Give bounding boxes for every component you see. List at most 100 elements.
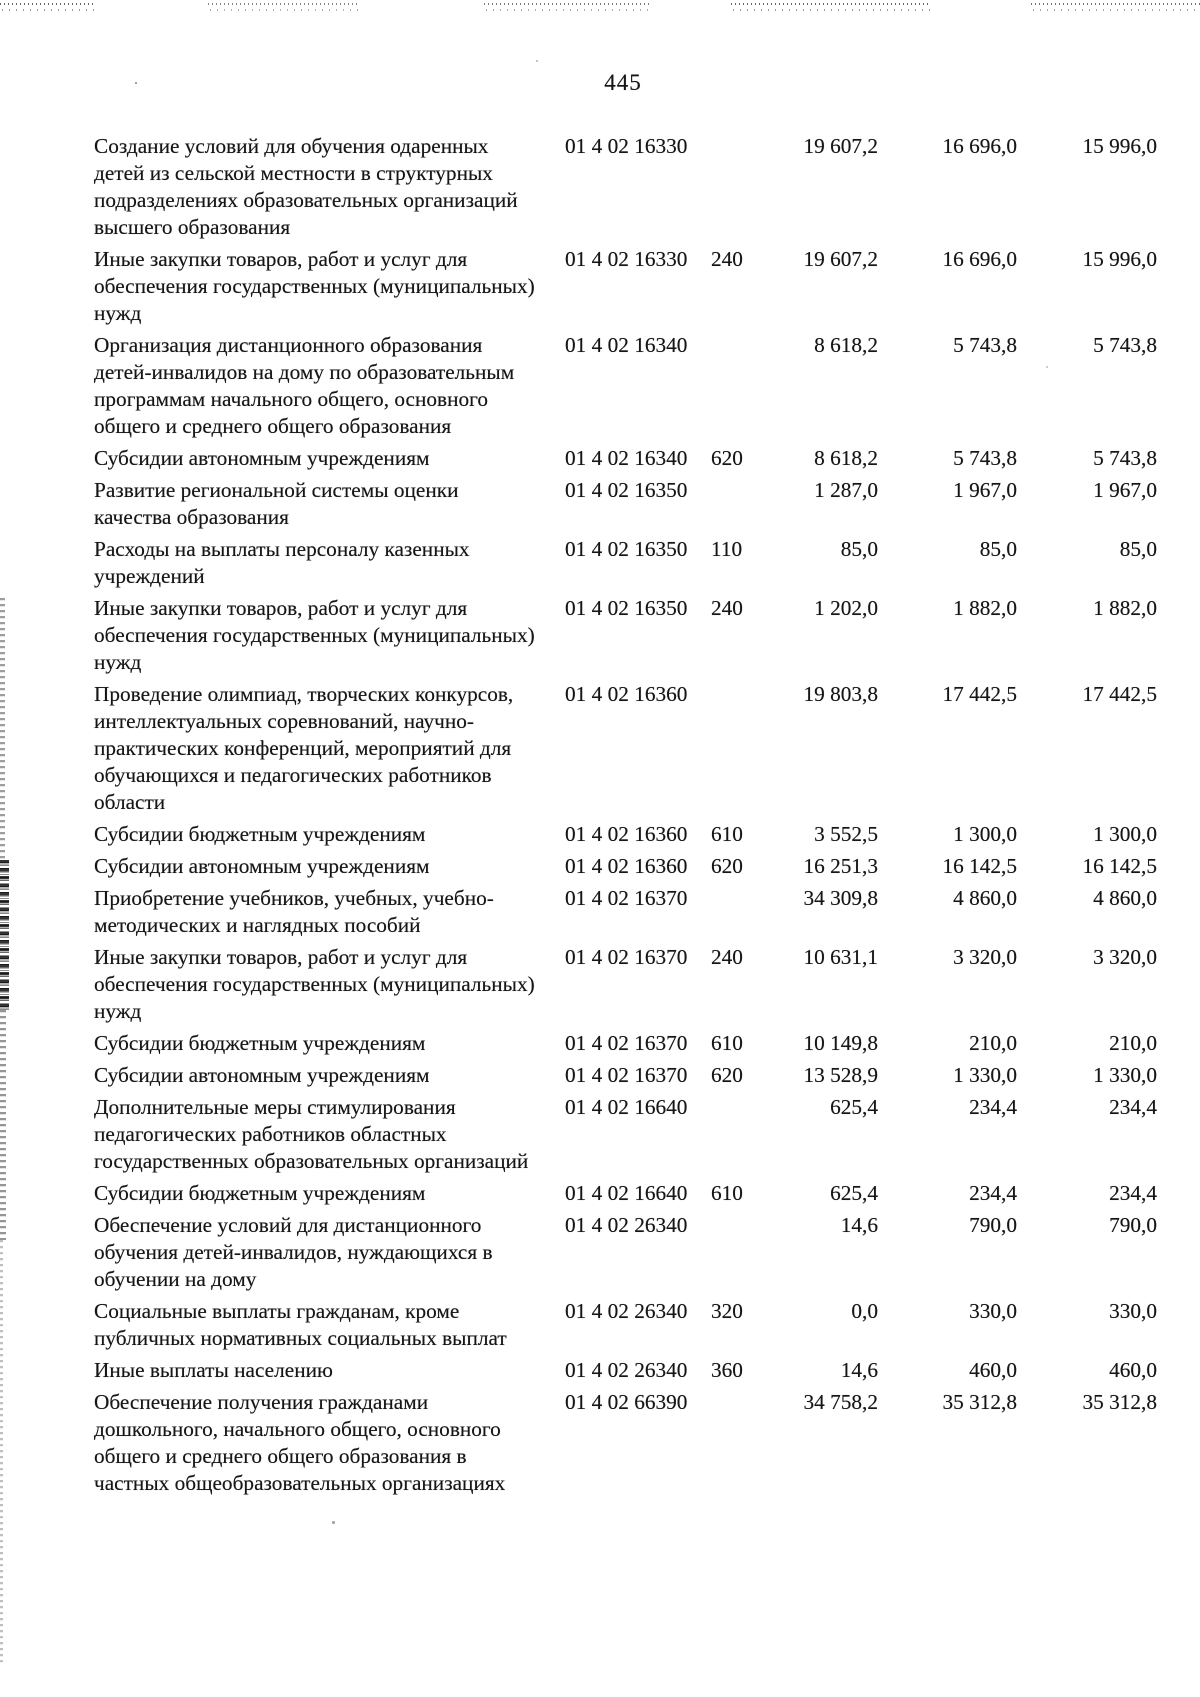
row-code: 01 4 02 16340 [565,333,688,357]
table-row: Иные закупки товаров, работ и услуг для … [94,595,1157,676]
row-code: 01 4 02 16350 [565,596,688,620]
row-amount-2: 460,0 [969,1358,1017,1382]
row-name: Иные закупки товаров, работ и услуг для … [94,945,535,1023]
row-amount-2: 790,0 [969,1213,1017,1237]
row-expense-type: 320 [711,1299,743,1323]
row-amount-1: 34 309,8 [803,886,878,910]
row-name: Субсидии автономным учреждениям [94,854,430,878]
row-amount-3: 17 442,5 [1082,682,1157,706]
row-amount-3: 790,0 [1109,1213,1157,1237]
row-amount-3: 1 882,0 [1093,596,1157,620]
table-row: Субсидии бюджетным учреждениям 01 4 02 16… [94,1030,1157,1057]
row-expense-type: 620 [711,446,743,470]
row-amount-3: 1 967,0 [1093,478,1157,502]
row-amount-3: 4 860,0 [1093,886,1157,910]
row-amount-1: 1 287,0 [814,478,878,502]
row-amount-2: 234,4 [969,1095,1017,1119]
row-name: Дополнительные меры стимулирования педаг… [94,1095,529,1173]
row-code: 01 4 02 26340 [565,1213,688,1237]
row-code: 01 4 02 16330 [565,134,688,158]
row-code: 01 4 02 16330 [565,247,688,271]
row-amount-3: 234,4 [1109,1181,1157,1205]
table-row: Обеспечение получения гражданами дошколь… [94,1389,1157,1497]
row-amount-1: 13 528,9 [803,1063,878,1087]
row-amount-2: 35 312,8 [942,1390,1017,1414]
row-code: 01 4 02 26340 [565,1358,688,1382]
table-row: Обеспечение условий для дистанционного о… [94,1212,1157,1293]
row-expense-type: 620 [711,854,743,878]
row-amount-1: 8 618,2 [814,446,878,470]
row-expense-type: 240 [711,945,743,969]
row-code: 01 4 02 16350 [565,537,688,561]
budget-table: Создание условий для обучения одаренных … [94,133,1157,1497]
scan-noise-top [1031,2,1200,15]
row-amount-1: 85,0 [840,537,878,561]
row-code: 01 4 02 16370 [565,945,688,969]
table-row: Создание условий для обучения одаренных … [94,133,1157,241]
row-name: Субсидии бюджетным учреждениям [94,822,426,846]
scan-noise-left-edge [0,1010,6,1240]
scan-noise-top [484,2,649,15]
row-amount-2: 1 882,0 [953,596,1017,620]
row-amount-3: 234,4 [1109,1095,1157,1119]
row-amount-3: 5 743,8 [1093,333,1157,357]
row-expense-type: 620 [711,1063,743,1087]
scan-noise-left-edge [0,598,5,860]
row-amount-1: 10 149,8 [803,1031,878,1055]
row-amount-3: 1 330,0 [1093,1063,1157,1087]
scan-noise-top [208,2,358,15]
row-name: Проведение олимпиад, творческих конкурсо… [94,682,514,814]
row-expense-type: 240 [711,247,743,271]
row-amount-2: 1 300,0 [953,822,1017,846]
row-code: 01 4 02 16360 [565,682,688,706]
table-row: Развитие региональной системы оценки кач… [94,477,1157,531]
table-row: Субсидии бюджетным учреждениям 01 4 02 16… [94,1180,1157,1207]
row-code: 01 4 02 16640 [565,1181,688,1205]
table-row: Расходы на выплаты персоналу казенных уч… [94,536,1157,590]
table-row: Субсидии бюджетным учреждениям 01 4 02 16… [94,821,1157,848]
table-row: Иные закупки товаров, работ и услуг для … [94,944,1157,1025]
row-name: Иные закупки товаров, работ и услуг для … [94,247,535,325]
table-row: Приобретение учебников, учебных, учебно-… [94,885,1157,939]
scan-speck [332,1521,335,1524]
row-expense-type: 360 [711,1358,743,1382]
table-row: Организация дистанционного образования д… [94,332,1157,440]
row-amount-2: 210,0 [969,1031,1017,1055]
row-name: Субсидии автономным учреждениям [94,1063,430,1087]
row-name: Субсидии бюджетным учреждениям [94,1181,426,1205]
row-name: Обеспечение условий для дистанционного о… [94,1213,493,1291]
row-amount-3: 16 142,5 [1082,854,1157,878]
row-amount-3: 15 996,0 [1082,247,1157,271]
row-amount-3: 85,0 [1119,537,1157,561]
row-amount-2: 330,0 [969,1299,1017,1323]
row-amount-2: 16 696,0 [942,134,1017,158]
row-amount-2: 85,0 [979,537,1017,561]
row-amount-1: 34 758,2 [803,1390,878,1414]
table-row: Дополнительные меры стимулирования педаг… [94,1094,1157,1175]
row-amount-1: 3 552,5 [814,822,878,846]
row-amount-2: 16 142,5 [942,854,1017,878]
document-page: Создание условий для обучения одаренных … [94,133,1157,1502]
scan-speck [1046,366,1048,368]
row-amount-3: 15 996,0 [1082,134,1157,158]
row-amount-2: 1 967,0 [953,478,1017,502]
row-name: Расходы на выплаты персоналу казенных уч… [94,537,470,588]
row-amount-1: 1 202,0 [814,596,878,620]
row-amount-1: 8 618,2 [814,333,878,357]
row-code: 01 4 02 66390 [565,1390,688,1414]
row-amount-1: 10 631,1 [803,945,878,969]
row-amount-1: 19 803,8 [803,682,878,706]
row-code: 01 4 02 26340 [565,1299,688,1323]
row-code: 01 4 02 16370 [565,1063,688,1087]
scan-noise-left-edge [0,860,9,1010]
row-amount-2: 5 743,8 [953,333,1017,357]
scan-speck [135,82,137,84]
row-code: 01 4 02 16370 [565,886,688,910]
row-expense-type: 610 [711,1181,743,1205]
row-code: 01 4 02 16360 [565,854,688,878]
row-name: Субсидии автономным учреждениям [94,446,430,470]
row-amount-2: 3 320,0 [953,945,1017,969]
row-amount-2: 17 442,5 [942,682,1017,706]
row-amount-3: 35 312,8 [1082,1390,1157,1414]
row-amount-2: 1 330,0 [953,1063,1017,1087]
